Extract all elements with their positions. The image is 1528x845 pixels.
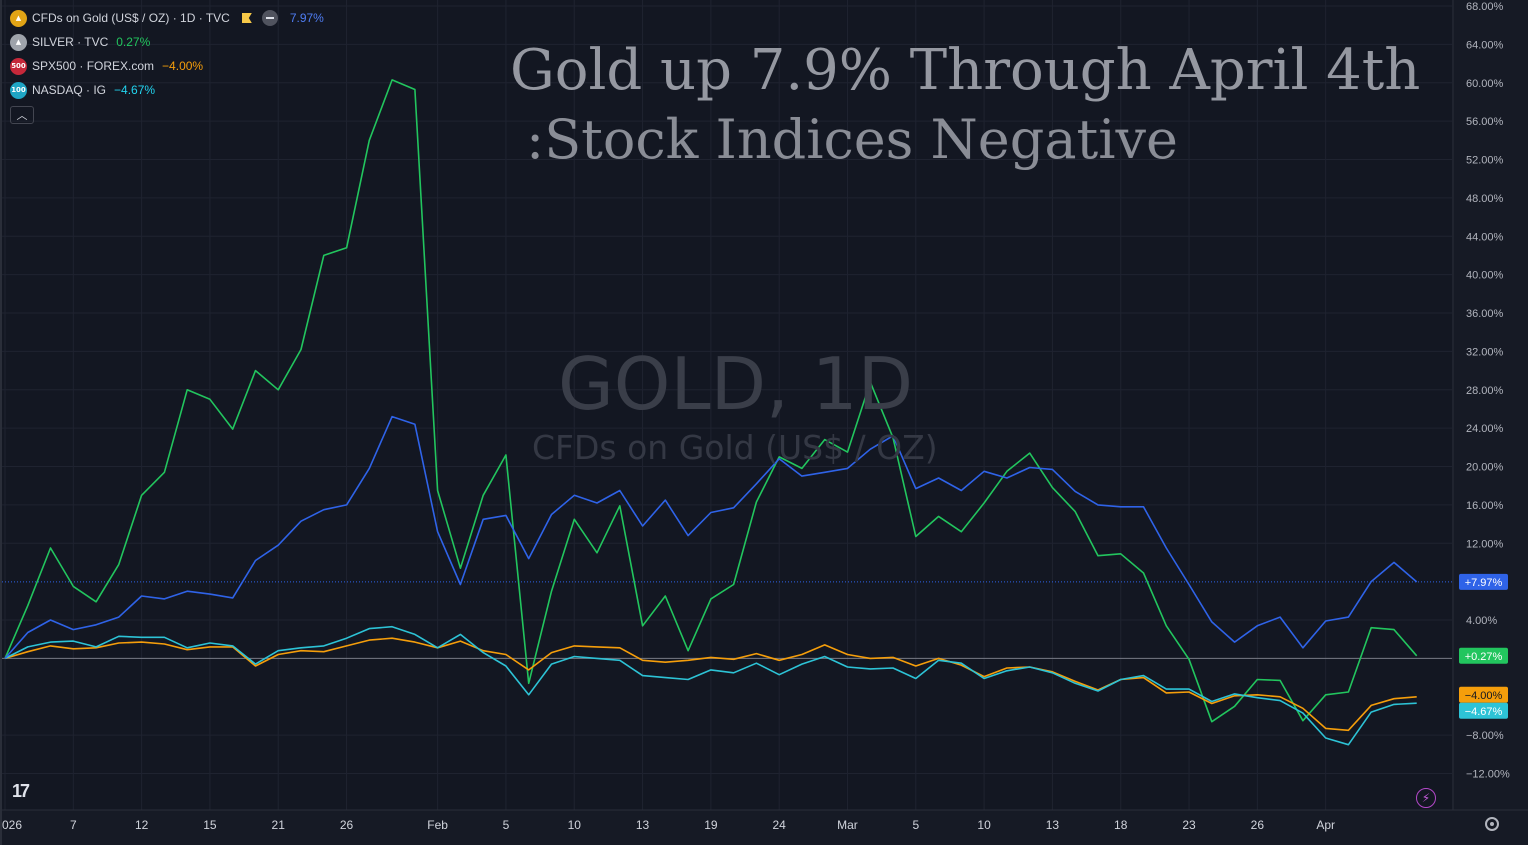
y-tick-label: 28.00% — [1466, 385, 1504, 397]
series-line-spx500 — [4, 637, 1417, 732]
y-tick-label: 20.00% — [1466, 462, 1504, 474]
y-tick-label: 64.00% — [1466, 39, 1504, 51]
minus-circle-icon[interactable] — [261, 10, 278, 26]
legend-nasdaq-name: NASDAQ · IG — [32, 83, 107, 97]
last-value-label: +0.27% — [1465, 651, 1503, 663]
x-tick-label: Mar — [837, 818, 858, 832]
x-tick-label: 26 — [1251, 818, 1265, 832]
y-tick-label: 44.00% — [1466, 231, 1504, 243]
x-tick-label: 23 — [1182, 818, 1196, 832]
x-tick-label: Feb — [427, 818, 448, 832]
legend: ▲ CFDs on Gold (US$ / OZ) · 1D · TVC 7.9… — [10, 6, 324, 124]
series-line-nasdaq — [4, 625, 1417, 746]
y-tick-label: 56.00% — [1466, 116, 1504, 128]
silver-symbol-icon: ▲ — [10, 33, 27, 51]
last-value-label: +7.97% — [1465, 577, 1503, 589]
annotation-line-2[interactable]: :Stock Indices Negative — [526, 108, 1178, 171]
series-line-silver — [4, 79, 1418, 723]
x-tick-label: 5 — [503, 818, 510, 832]
last-value-label: −4.67% — [1465, 706, 1503, 718]
y-tick-label: 24.00% — [1466, 423, 1504, 435]
x-tick-label: 026 — [2, 818, 22, 832]
chevron-up-icon: ︿ — [16, 110, 28, 122]
y-tick-label: 12.00% — [1466, 538, 1504, 550]
y-tick-label: 52.00% — [1466, 155, 1504, 167]
legend-nasdaq-value: −4.67% — [114, 83, 156, 97]
legend-row-nasdaq[interactable]: 100 NASDAQ · IG −4.67% — [10, 78, 324, 102]
legend-gold-name: CFDs on Gold (US$ / OZ) · 1D · TVC — [32, 11, 230, 25]
y-tick-label: 60.00% — [1466, 78, 1504, 90]
series-line-cfds — [4, 415, 1418, 659]
x-tick-label: 5 — [912, 818, 919, 832]
nasdaq-symbol-icon: 100 — [10, 81, 27, 99]
watermark-description: CFDs on Gold (US$ / OZ) — [532, 428, 938, 467]
y-tick-label: 68.00% — [1466, 1, 1504, 13]
legend-collapse-button[interactable]: ︿ — [10, 106, 34, 124]
y-tick-label: −8.00% — [1466, 730, 1504, 742]
x-tick-label: 24 — [773, 818, 787, 832]
x-tick-label: 12 — [135, 818, 149, 832]
last-value-tag — [1459, 702, 1508, 719]
legend-row-spx500[interactable]: 500 SPX500 · FOREX.com −4.00% — [10, 54, 324, 78]
y-tick-label: 4.00% — [1466, 615, 1497, 627]
legend-silver-value: 0.27% — [116, 35, 151, 49]
x-tick-label: 18 — [1114, 818, 1128, 832]
x-tick-label: 13 — [636, 818, 650, 832]
x-tick-label: 15 — [203, 818, 217, 832]
annotation-line-1[interactable]: Gold up 7.9% Through April 4th — [510, 38, 1421, 103]
y-tick-label: 40.00% — [1466, 270, 1504, 282]
legend-row-gold[interactable]: ▲ CFDs on Gold (US$ / OZ) · 1D · TVC 7.9… — [10, 6, 324, 30]
plot-background — [2, 0, 1452, 810]
last-value-label: −4.00% — [1465, 690, 1503, 702]
legend-silver-name: SILVER · TVC — [32, 35, 109, 49]
y-tick-label: 32.00% — [1466, 346, 1504, 358]
x-tick-label: 10 — [977, 818, 991, 832]
last-value-tag — [1459, 647, 1508, 664]
watermark-symbol: GOLD, 1D — [558, 342, 914, 426]
x-tick-label: 21 — [272, 818, 286, 832]
x-tick-label: 7 — [70, 818, 77, 832]
gold-symbol-icon: ▲ — [10, 9, 27, 27]
y-tick-label: 16.00% — [1466, 500, 1504, 512]
x-tick-label: 10 — [568, 818, 582, 832]
y-tick-label: 36.00% — [1466, 308, 1504, 320]
last-value-tag — [1459, 686, 1508, 703]
x-tick-label: 19 — [704, 818, 718, 832]
x-tick-label: Apr — [1316, 818, 1335, 832]
legend-spx500-value: −4.00% — [162, 59, 204, 73]
x-tick-label: 26 — [340, 818, 354, 832]
tradingview-logo-icon[interactable]: 17 — [12, 781, 30, 801]
last-value-tag — [1459, 573, 1508, 590]
legend-row-silver[interactable]: ▲ SILVER · TVC 0.27% — [10, 30, 324, 54]
gear-icon[interactable] — [1485, 817, 1499, 831]
spx500-symbol-icon: 500 — [10, 57, 27, 75]
lightning-icon[interactable]: ⚡ — [1416, 788, 1436, 808]
x-tick-label: 13 — [1046, 818, 1060, 832]
y-tick-label: −12.00% — [1466, 769, 1510, 781]
flag-icon[interactable] — [241, 13, 252, 23]
y-tick-label: 48.00% — [1466, 193, 1504, 205]
legend-gold-value: 7.97% — [289, 11, 324, 25]
legend-spx500-name: SPX500 · FOREX.com — [32, 59, 155, 73]
